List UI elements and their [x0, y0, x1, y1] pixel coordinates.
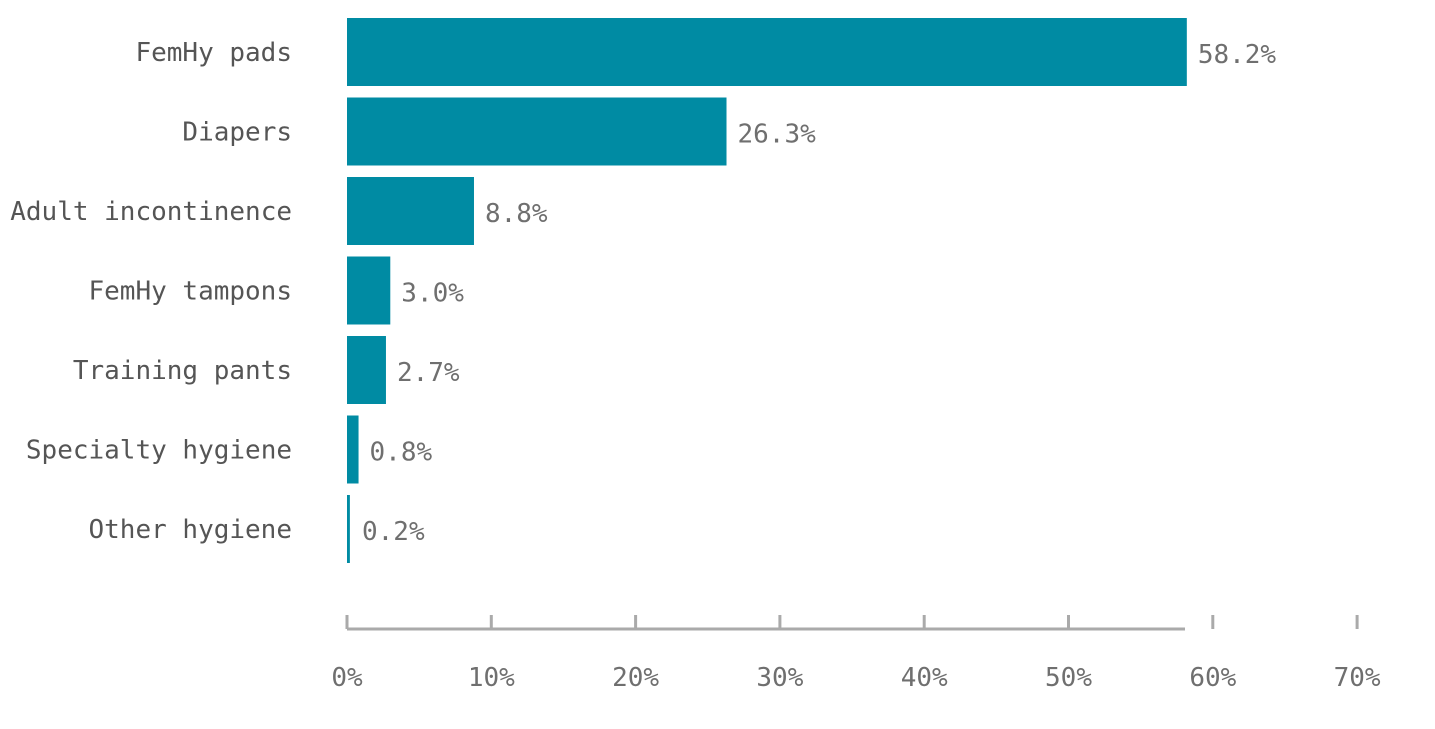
category-label-femhy-pads: FemHy pads [135, 38, 292, 68]
value-label-other-hygiene: 0.2% [362, 517, 425, 547]
bars-group [347, 18, 1187, 563]
category-label-adult-incontinence: Adult incontinence [10, 197, 292, 227]
value-label-diapers: 26.3% [738, 120, 817, 150]
value-label-femhy-tampons: 3.0% [401, 279, 464, 309]
x-tick-label-70: 70% [1334, 663, 1381, 693]
category-label-other-hygiene: Other hygiene [89, 515, 293, 545]
bar-femhy-pads [347, 18, 1187, 86]
x-tick-label-10: 10% [468, 663, 515, 693]
x-tick-label-0: 0% [331, 663, 363, 693]
x-tick-label-30: 30% [756, 663, 803, 693]
category-label-specialty-hygiene: Specialty hygiene [26, 436, 292, 466]
bar-training-pants [347, 336, 386, 404]
category-label-diapers: Diapers [182, 118, 292, 148]
bar-specialty-hygiene [347, 415, 359, 484]
bar-femhy-tampons [347, 256, 391, 325]
category-label-femhy-tampons: FemHy tampons [89, 277, 293, 307]
bar-other-hygiene [347, 495, 350, 563]
value-labels: 58.2% 26.3% 8.8% 3.0% 2.7% 0.8% 0.2% [362, 40, 1276, 547]
x-tick-label-20: 20% [612, 663, 659, 693]
value-label-training-pants: 2.7% [397, 358, 460, 388]
value-label-specialty-hygiene: 0.8% [370, 438, 433, 468]
value-label-femhy-pads: 58.2% [1198, 40, 1277, 70]
category-label-training-pants: Training pants [73, 356, 292, 386]
category-labels: FemHy pads Diapers Adult incontinence FemHy… [10, 38, 292, 545]
bar-diapers [347, 97, 727, 166]
x-axis: 0% 10% 20% 30% 40% 50% 60% 70% [331, 615, 1381, 693]
bar-adult-incontinence [347, 177, 474, 245]
value-label-adult-incontinence: 8.8% [485, 199, 548, 229]
x-tick-label-50: 50% [1045, 663, 1092, 693]
x-tick-label-60: 60% [1189, 663, 1236, 693]
x-tick-label-40: 40% [901, 663, 948, 693]
